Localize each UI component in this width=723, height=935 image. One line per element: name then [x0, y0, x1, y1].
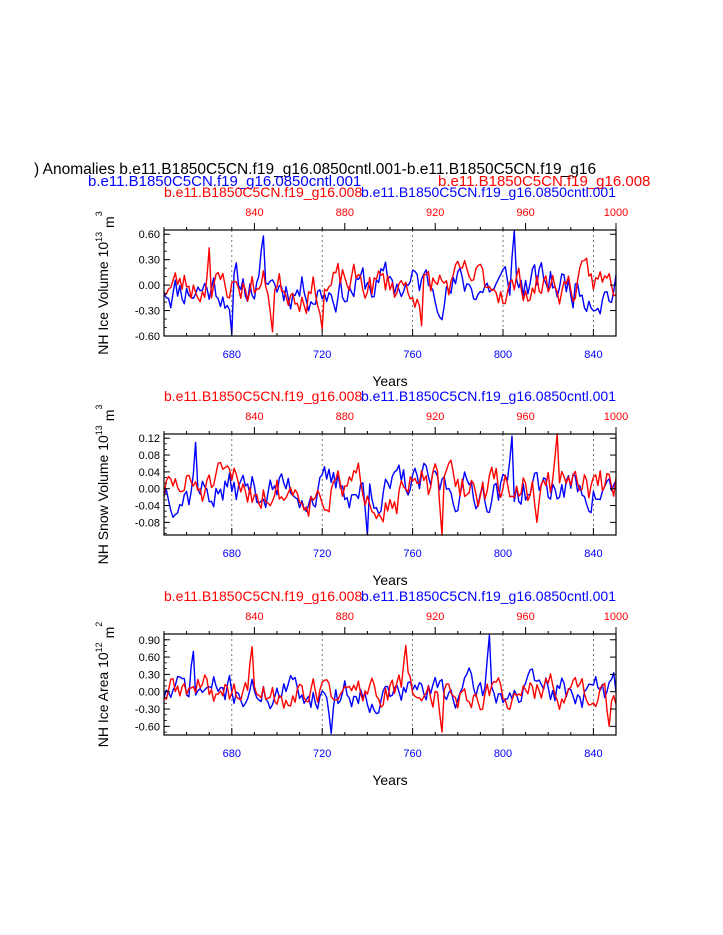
panel2-y-axis-title-part: 3 — [94, 405, 104, 410]
panel1-x-axis-title: Years — [372, 373, 407, 389]
panel1-blue-series-line — [163, 230, 617, 335]
panel1-y-axis-title-part: 13 — [94, 232, 104, 242]
panel1-y-tick-label: 0.60 — [139, 229, 160, 241]
panel1-x-tick-label-bottom: 760 — [403, 349, 421, 361]
panel2-x-tick-label-top: 840 — [245, 411, 263, 423]
panel2-y-axis-title-part: NH Snow Volume 10 — [95, 435, 111, 564]
panel2-x-tick-label-top: 1000 — [604, 411, 628, 423]
panel3-red-series-line — [163, 644, 617, 733]
panel3-x-axis-title: Years — [372, 772, 407, 788]
panel2-x-tick-label-bottom: 680 — [223, 548, 241, 560]
panel2-x-tick-label-bottom: 840 — [584, 548, 602, 560]
panel1-x-tick-label-bottom: 840 — [584, 349, 602, 361]
panel3-x-tick-label-top: 1000 — [604, 611, 628, 623]
panel3-y-axis-title-part: 12 — [94, 642, 104, 652]
header-right-case: b.e11.B1850C5CN.f19_g16.008 — [438, 173, 650, 190]
panel1-x-tick-label-bottom: 800 — [494, 349, 512, 361]
panel3-y-axis-title-part: m — [101, 627, 117, 643]
panel2-top-label-red: b.e11.B1850C5CN.f19_g16.008 — [164, 388, 362, 404]
panel2-x-tick-label-bottom: 720 — [313, 548, 331, 560]
panel2-x-tick-label-bottom: 800 — [494, 548, 512, 560]
panel2-red-series-line — [163, 433, 617, 536]
panel3-top-label-red: b.e11.B1850C5CN.f19_g16.008 — [164, 588, 362, 604]
panel3-x-tick-label-bottom: 840 — [584, 748, 602, 760]
panel3-y-axis-title: NH Ice Area 1012 m2 — [94, 622, 117, 748]
panel1-y-axis-title-part: 3 — [94, 211, 104, 216]
panel2-y-axis-title-part: m — [101, 410, 117, 426]
panel3-y-tick-label: -0.30 — [135, 704, 160, 716]
panel3-x-tick-label-bottom: 800 — [494, 748, 512, 760]
panel3-x-tick-label-top: 920 — [426, 611, 444, 623]
panel3-y-tick-label: 0.60 — [139, 652, 160, 664]
panel2-y-tick-label: 0.12 — [139, 433, 160, 445]
panel1-x-tick-label-top: 880 — [336, 207, 354, 219]
header-left-case: b.e11.B1850C5CN.f19_g16.0850cntl.001 — [88, 173, 361, 190]
panel1-red-series-line — [163, 247, 617, 333]
panel1-x-tick-label-top: 1000 — [604, 207, 628, 219]
panel1-x-tick-label-top: 920 — [426, 207, 444, 219]
panel1-x-tick-label-top: 840 — [245, 207, 263, 219]
panel3-y-tick-label: -0.60 — [135, 721, 160, 733]
panel1-top-label-red: b.e11.B1850C5CN.f19_g16.008 — [164, 184, 362, 200]
panel3-y-tick-label: 0.90 — [139, 635, 160, 647]
panel1-y-axis-title-part: NH Ice Volume 10 — [95, 242, 111, 355]
panel1-x-tick-label-bottom: 720 — [313, 349, 331, 361]
panel2-x-tick-label-top: 960 — [516, 411, 534, 423]
panel2-y-tick-label: -0.08 — [135, 517, 160, 529]
panel3-x-tick-label-bottom: 760 — [403, 748, 421, 760]
panel3-y-axis-title-part: NH Ice Area 10 — [95, 652, 111, 747]
panel2-top-label-blue: b.e11.B1850C5CN.f19_g16.0850cntl.001 — [361, 388, 616, 404]
panel3-x-tick-label-top: 880 — [336, 611, 354, 623]
panel3-y-tick-label: 0.00 — [139, 687, 160, 699]
panel3-blue-series-line — [163, 634, 617, 734]
panel1-x-tick-label-top: 960 — [516, 207, 534, 219]
panel1-y-axis-title: NH Ice Volume 1013 m3 — [94, 211, 117, 354]
panel2-x-tick-label-top: 880 — [336, 411, 354, 423]
panel2-y-axis-title: NH Snow Volume 1013 m3 — [94, 405, 117, 565]
panel3-x-tick-label-bottom: 680 — [223, 748, 241, 760]
panel2-y-tick-label: -0.04 — [135, 501, 160, 513]
panel1-y-tick-label: 0.30 — [139, 255, 160, 267]
panel2-x-tick-label-top: 920 — [426, 411, 444, 423]
panel1-top-label-blue: b.e11.B1850C5CN.f19_g16.0850cntl.001 — [361, 184, 616, 200]
panel3-top-label-blue: b.e11.B1850C5CN.f19_g16.0850cntl.001 — [361, 588, 616, 604]
main-title: ) Anomalies b.e11.B1850C5CN.f19_g16.0850… — [34, 161, 596, 178]
panel2-y-tick-label: 0.04 — [139, 467, 160, 479]
panel1-y-tick-label: -0.30 — [135, 306, 160, 318]
panel2-x-tick-label-bottom: 760 — [403, 548, 421, 560]
panel2-x-axis-title: Years — [372, 572, 407, 588]
panel3-x-tick-label-top: 840 — [245, 611, 263, 623]
panel3-x-tick-label-bottom: 720 — [313, 748, 331, 760]
panel2-y-tick-label: 0.08 — [139, 450, 160, 462]
panel3-y-axis-title-part: 2 — [94, 622, 104, 627]
panel1-y-tick-label: -0.60 — [135, 331, 160, 343]
panel2-y-axis-title-part: 13 — [94, 425, 104, 435]
panel1-y-axis-title-part: m — [101, 216, 117, 232]
panel2-y-tick-label: 0.00 — [139, 484, 160, 496]
panel1-x-tick-label-bottom: 680 — [223, 349, 241, 361]
panel3-x-tick-label-top: 960 — [516, 611, 534, 623]
panel1-y-tick-label: 0.00 — [139, 280, 160, 292]
panel3-y-tick-label: 0.30 — [139, 669, 160, 681]
